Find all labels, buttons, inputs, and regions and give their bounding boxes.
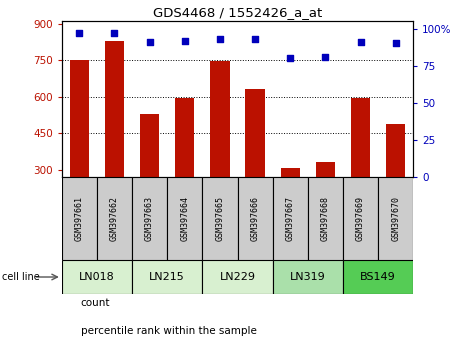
Bar bbox=[97, 177, 132, 260]
Text: GSM397664: GSM397664 bbox=[180, 196, 189, 241]
Point bbox=[322, 54, 329, 60]
Point bbox=[286, 56, 294, 61]
Bar bbox=[386, 124, 405, 177]
Text: GSM397670: GSM397670 bbox=[391, 196, 400, 241]
Text: cell line: cell line bbox=[2, 272, 40, 282]
Bar bbox=[132, 177, 167, 260]
Bar bbox=[175, 98, 194, 177]
Point bbox=[251, 36, 259, 42]
Bar bbox=[132, 260, 202, 294]
Text: LN018: LN018 bbox=[79, 272, 115, 282]
Point bbox=[76, 30, 83, 36]
Bar bbox=[273, 177, 308, 260]
Bar bbox=[210, 61, 229, 177]
Point bbox=[146, 39, 153, 45]
Bar bbox=[246, 88, 265, 177]
Point bbox=[357, 39, 364, 45]
Bar bbox=[62, 260, 132, 294]
Bar bbox=[70, 60, 89, 177]
Bar bbox=[62, 177, 97, 260]
Text: LN229: LN229 bbox=[219, 272, 256, 282]
Bar bbox=[202, 177, 238, 260]
Text: LN215: LN215 bbox=[149, 272, 185, 282]
Text: GSM397667: GSM397667 bbox=[286, 196, 294, 241]
Point bbox=[181, 38, 189, 43]
Bar bbox=[378, 177, 413, 260]
Bar bbox=[308, 177, 343, 260]
Bar bbox=[140, 114, 159, 177]
Bar bbox=[105, 41, 124, 177]
Bar bbox=[343, 260, 413, 294]
Text: count: count bbox=[81, 298, 110, 308]
Text: GSM397668: GSM397668 bbox=[321, 196, 330, 241]
Bar bbox=[351, 98, 370, 177]
Bar bbox=[273, 260, 343, 294]
Point bbox=[392, 41, 399, 46]
Text: GSM397661: GSM397661 bbox=[75, 196, 84, 241]
Point bbox=[111, 30, 118, 36]
Text: LN319: LN319 bbox=[290, 272, 326, 282]
Bar bbox=[167, 177, 202, 260]
Text: BS149: BS149 bbox=[360, 272, 396, 282]
Text: GSM397666: GSM397666 bbox=[251, 196, 259, 241]
Text: GSM397663: GSM397663 bbox=[145, 196, 154, 241]
Bar bbox=[238, 177, 273, 260]
Bar bbox=[316, 162, 335, 177]
Text: GSM397662: GSM397662 bbox=[110, 196, 119, 241]
Text: GSM397669: GSM397669 bbox=[356, 196, 365, 241]
Text: GSM397665: GSM397665 bbox=[216, 196, 224, 241]
Bar bbox=[343, 177, 378, 260]
Point bbox=[216, 36, 224, 42]
Title: GDS4468 / 1552426_a_at: GDS4468 / 1552426_a_at bbox=[153, 6, 322, 19]
Bar bbox=[202, 260, 273, 294]
Bar bbox=[281, 168, 300, 177]
Text: percentile rank within the sample: percentile rank within the sample bbox=[81, 326, 256, 336]
